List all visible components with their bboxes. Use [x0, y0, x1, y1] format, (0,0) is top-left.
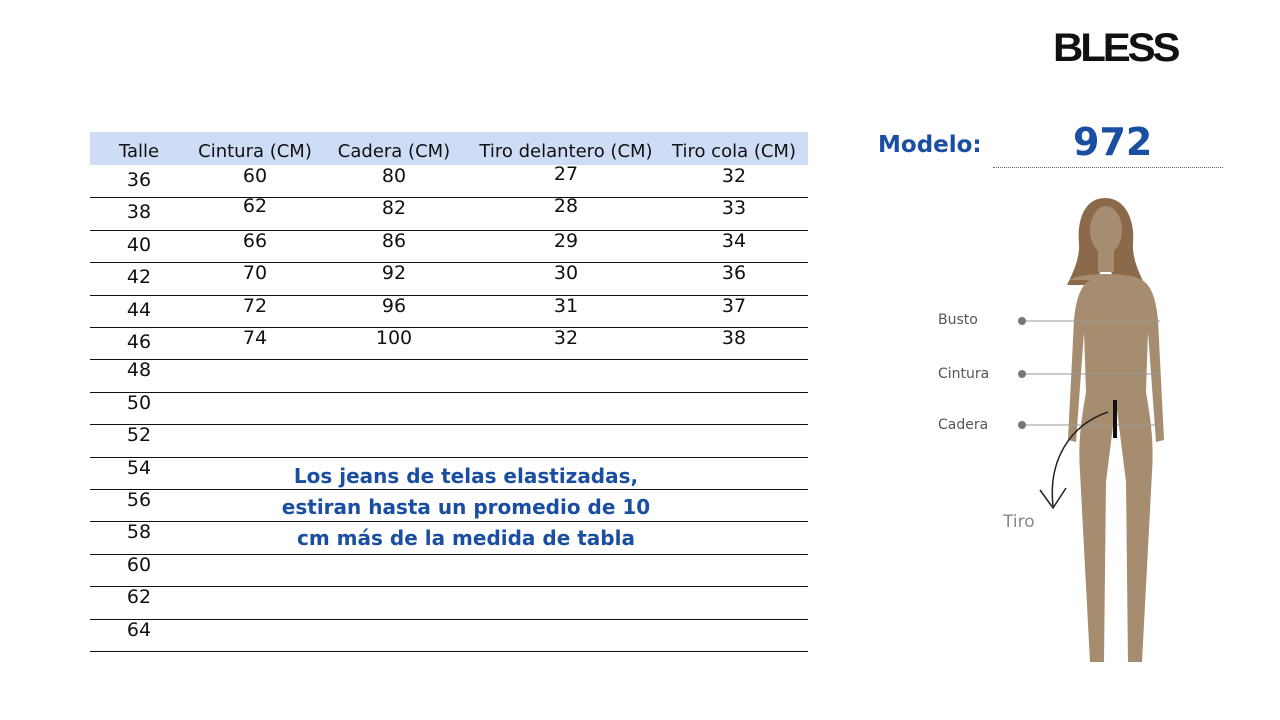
measure-cell: 80 [381, 165, 407, 187]
header-cell: Cintura (CM) [198, 141, 312, 162]
measure-cell: 82 [381, 197, 407, 220]
size-cell: 38 [126, 201, 152, 224]
size-cell: 50 [126, 391, 152, 414]
measure-cell: 36 [721, 262, 747, 285]
measure-cell: 32 [553, 327, 579, 349]
size-cell: 56 [126, 489, 152, 511]
size-cell: 58 [126, 521, 152, 544]
brand-logo: BLESS [1053, 26, 1180, 70]
note-line: estiran hasta un promedio de 10 [281, 495, 651, 519]
row-rule [90, 294, 808, 296]
size-cell: 40 [126, 233, 152, 256]
size-cell: 46 [126, 331, 152, 353]
measure-cell: 86 [381, 229, 407, 252]
measure-cell: 37 [721, 294, 747, 317]
row-rule [90, 262, 808, 264]
measure-cell: 38 [721, 327, 747, 349]
figure-label: Busto [938, 312, 978, 328]
row-rule [90, 456, 808, 458]
header-cell: Talle [118, 141, 160, 162]
size-cell: 44 [126, 298, 152, 321]
row-rule [90, 391, 808, 393]
measure-cell: 70 [242, 262, 268, 285]
tiro-label: Tiro [1003, 512, 1035, 532]
dotted-line [993, 167, 1223, 168]
table-header-bg [90, 132, 808, 165]
row-rule [90, 424, 808, 426]
measure-cell: 28 [553, 195, 579, 218]
row-rule [90, 618, 808, 620]
row-rule [90, 197, 808, 199]
row-rule [90, 553, 808, 555]
silhouette [1067, 198, 1164, 662]
row-rule [90, 586, 808, 588]
measure-cell: 92 [381, 262, 407, 285]
size-cell: 54 [126, 456, 152, 479]
row-rule [90, 229, 808, 231]
note-line: cm más de la medida de tabla [297, 526, 635, 550]
header-cell: Tiro delantero (CM) [479, 141, 653, 162]
size-cell: 42 [126, 266, 152, 289]
header-cell: Tiro cola (CM) [672, 141, 796, 162]
row-rule [90, 651, 808, 652]
measure-cell: 62 [242, 195, 268, 218]
measure-lines [1018, 317, 1160, 429]
figure-label: Cintura [938, 366, 990, 382]
measure-cell: 72 [242, 294, 268, 317]
row-rule [90, 521, 808, 523]
row-rule [90, 327, 808, 328]
row-rule [90, 489, 808, 490]
measure-cell: 74 [242, 327, 268, 349]
measure-cell: 32 [721, 165, 747, 187]
size-cell: 36 [126, 169, 152, 191]
row-rule [90, 359, 808, 361]
measure-cell: 31 [553, 294, 579, 317]
model-label: Modelo: [878, 132, 982, 158]
size-cell: 64 [126, 618, 152, 641]
size-cell: 62 [126, 586, 152, 609]
measure-cell: 27 [553, 163, 579, 185]
figure-label: Cadera [938, 417, 989, 433]
measure-cell: 33 [721, 197, 747, 220]
body-figure [1018, 198, 1164, 662]
measure-cell: 60 [242, 165, 268, 187]
size-cell: 48 [126, 359, 152, 382]
measure-cell: 66 [242, 229, 268, 252]
measure-cell: 34 [721, 229, 747, 252]
size-cell: 60 [126, 553, 152, 576]
measure-cell: 30 [553, 262, 579, 285]
measure-cell: 100 [375, 327, 413, 349]
measure-cell: 96 [381, 294, 407, 317]
model-number: 972 [1073, 120, 1153, 164]
header-cell: Cadera (CM) [337, 141, 451, 162]
tiro-arrow [1039, 411, 1109, 510]
size-cell: 52 [126, 424, 152, 447]
note-line: Los jeans de telas elastizadas, [293, 464, 639, 488]
measure-cell: 29 [553, 229, 579, 252]
